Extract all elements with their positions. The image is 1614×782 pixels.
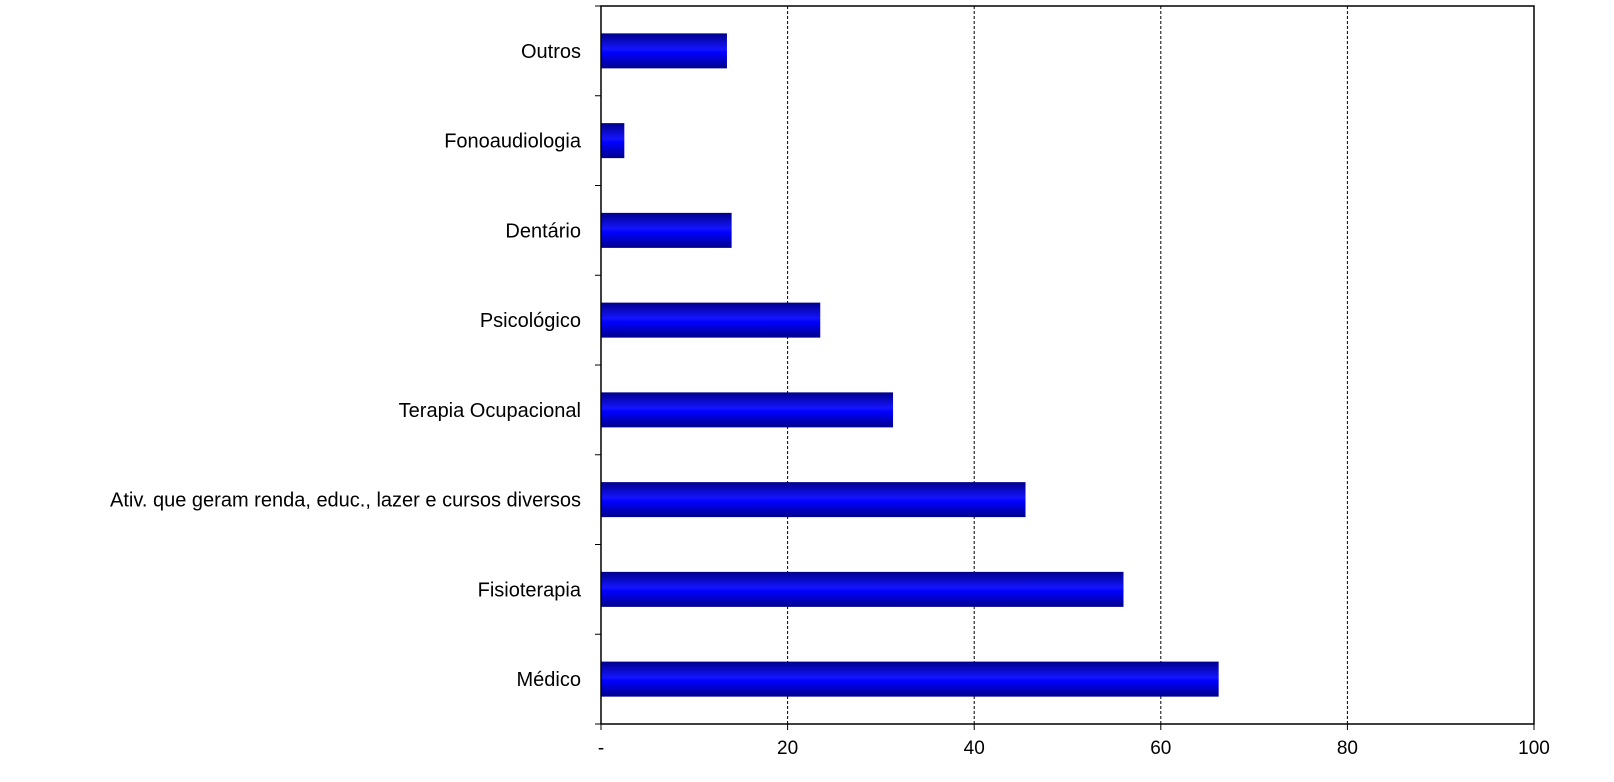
category-label-medico: Médico	[517, 669, 581, 691]
category-label-fonoaudiologia: Fonoaudiologia	[444, 131, 582, 153]
bar-fonoaudiologia	[601, 123, 625, 159]
bar-dentario	[601, 212, 732, 248]
x-tick-label-40: 40	[964, 738, 985, 759]
bar-fisioterapia	[601, 571, 1124, 607]
bar-psicologico	[601, 302, 821, 338]
category-label-outros: Outros	[521, 41, 581, 63]
category-label-terapia-ocupacional: Terapia Ocupacional	[399, 400, 581, 422]
x-tick-label-80: 80	[1337, 738, 1358, 759]
axes	[595, 5, 1535, 730]
category-label-ativ-que-geram-renda-educ-lazer-e-cursos-diversos: Ativ. que geram renda, educ., lazer e cu…	[110, 490, 581, 512]
bars	[601, 33, 1219, 697]
category-label-fisioterapia: Fisioterapia	[478, 579, 582, 601]
x-tick-label-60: 60	[1150, 738, 1171, 759]
category-labels: Outros Fonoaudiologia Dentário Psicológico T…	[110, 41, 582, 691]
gridlines	[787, 6, 1348, 724]
bar-medico	[601, 661, 1219, 697]
x-tick-label-100: 100	[1518, 738, 1550, 759]
x-tick-label-20: 20	[777, 738, 798, 759]
bar-terapia-ocupacional	[601, 392, 894, 428]
plot-frame	[600, 5, 1535, 725]
bar-ativ-que-geram-renda-educ-lazer-e-cursos-diversos	[601, 482, 1026, 518]
x-tick-label-0: -	[598, 738, 604, 759]
x-tick-labels: - 20 40 60 80 100	[598, 738, 1550, 759]
category-label-dentario: Dentário	[505, 220, 581, 242]
category-label-psicologico: Psicológico	[480, 310, 581, 332]
bar-outros	[601, 33, 727, 69]
